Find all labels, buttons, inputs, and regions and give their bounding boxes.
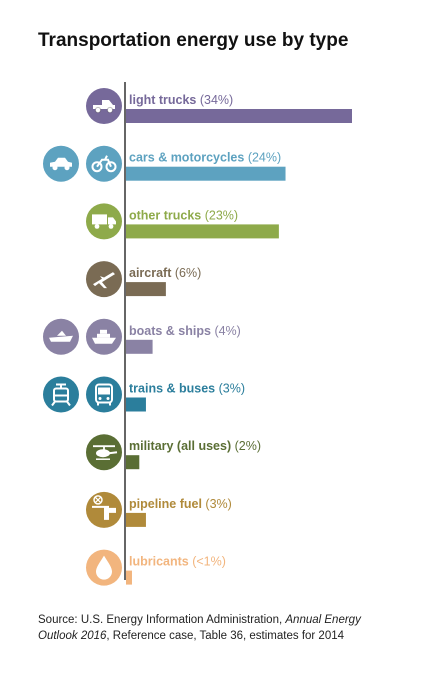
bus-icon	[86, 376, 122, 413]
category-label-0: light trucks (34%)	[129, 93, 233, 107]
bar-4	[126, 339, 153, 354]
value-label: (3%)	[202, 497, 232, 511]
category-name: cars & motorcycles	[129, 151, 244, 165]
category-label-3: aircraft (6%)	[129, 266, 201, 280]
bar-8	[126, 570, 132, 585]
motorcycle-icon	[86, 145, 122, 182]
category-name: other trucks	[129, 208, 201, 222]
category-name: aircraft	[129, 266, 172, 280]
bar-5	[126, 397, 146, 412]
value-label: (3%)	[215, 382, 245, 396]
value-label: (2%)	[231, 439, 261, 453]
labels-layer: light trucks (34%) cars & motorcycles (24…	[129, 93, 281, 569]
category-label-8: lubricants (<1%)	[129, 555, 226, 569]
pipeline-icon	[86, 491, 122, 528]
chart-title: Transportation energy use by type	[38, 30, 349, 51]
bars-layer	[126, 109, 352, 585]
icons-layer	[43, 88, 122, 586]
source-publication: Annual Energy Outlook 2016	[38, 614, 361, 642]
bar-3	[126, 282, 166, 297]
value-label: (34%)	[196, 93, 233, 107]
value-label: (24%)	[244, 151, 281, 165]
category-label-2: other trucks (23%)	[129, 208, 238, 222]
bar-chart: light trucks (34%) cars & motorcycles (24…	[43, 82, 352, 586]
value-label: (6%)	[171, 266, 201, 280]
value-label: (<1%)	[189, 555, 226, 569]
category-name: pipeline fuel	[129, 497, 202, 511]
speedboat-icon	[43, 318, 79, 355]
category-name: light trucks	[129, 93, 196, 107]
pickup-truck-icon	[86, 88, 122, 124]
category-label-5: trains & buses (3%)	[129, 382, 245, 396]
value-label: (4%)	[211, 324, 241, 338]
bar-0	[126, 109, 352, 123]
cruise-ship-icon	[86, 318, 122, 355]
helicopter-icon	[86, 434, 122, 471]
category-label-7: pipeline fuel (3%)	[129, 497, 232, 511]
bar-2	[126, 224, 279, 239]
car-icon	[43, 145, 79, 182]
bar-6	[126, 455, 140, 470]
value-label: (23%)	[201, 208, 238, 222]
tram-icon	[43, 376, 79, 413]
category-label-6: military (all uses) (2%)	[129, 439, 261, 453]
source-note: Source: U.S. Energy Information Administ…	[38, 612, 398, 644]
delivery-truck-icon	[86, 203, 122, 240]
bar-1	[126, 166, 286, 181]
category-name: lubricants	[129, 555, 189, 569]
category-label-4: boats & ships (4%)	[129, 324, 241, 338]
bar-7	[126, 512, 146, 527]
category-name: trains & buses	[129, 382, 215, 396]
category-name: military (all uses)	[129, 439, 231, 453]
source-suffix: , Reference case, Table 36, estimates fo…	[106, 630, 345, 642]
category-label-1: cars & motorcycles (24%)	[129, 151, 281, 165]
category-name: boats & ships	[129, 324, 211, 338]
airplane-icon	[86, 261, 122, 298]
oil-drop-icon	[86, 549, 122, 586]
source-prefix: Source: U.S. Energy Information Administ…	[38, 614, 286, 626]
